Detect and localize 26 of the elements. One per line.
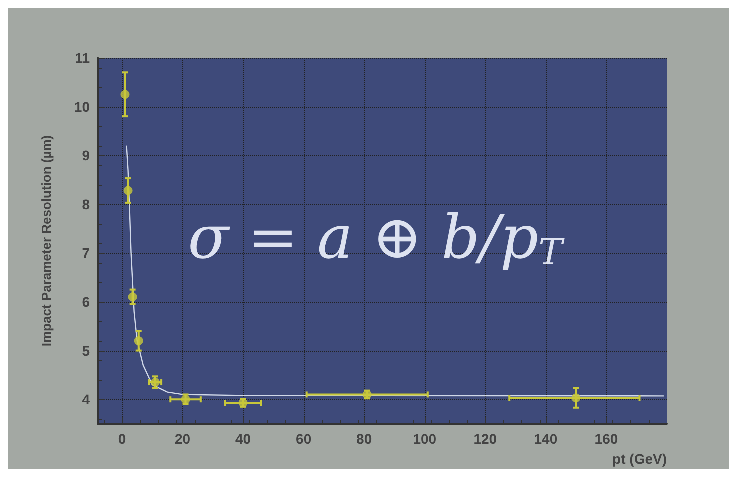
y-tick-label: 11 <box>75 50 90 66</box>
point <box>572 394 581 403</box>
y-tick-label: 8 <box>82 196 90 212</box>
y-axis-title: Impact Parameter Resolution (µm) <box>39 135 54 347</box>
x-tick-label: 160 <box>594 431 618 447</box>
x-tick-label: 100 <box>413 431 437 447</box>
y-tick-label: 6 <box>82 294 90 310</box>
x-tick-label: 80 <box>356 431 372 447</box>
x-axis-title: pt (GeV) <box>612 451 667 467</box>
x-tick-label: 140 <box>534 431 558 447</box>
point <box>124 186 133 196</box>
x-tick-label: 20 <box>174 431 191 447</box>
point <box>120 90 130 100</box>
x-tick-label: 40 <box>235 431 252 447</box>
point <box>134 336 144 346</box>
annotation: σ = a ⊕ b/pT <box>188 203 566 274</box>
y-tick-label: 10 <box>74 98 90 115</box>
x-tick-label: 60 <box>296 431 312 447</box>
point <box>151 378 160 388</box>
y-tick-label: 4 <box>82 392 90 408</box>
x-tick-label: 0 <box>118 431 126 447</box>
y-tick-label: 5 <box>82 342 90 359</box>
y-tick-label: 7 <box>82 245 90 262</box>
point <box>128 292 138 302</box>
y-tick-label: 9 <box>82 148 90 164</box>
x-tick-label: 120 <box>474 431 498 447</box>
